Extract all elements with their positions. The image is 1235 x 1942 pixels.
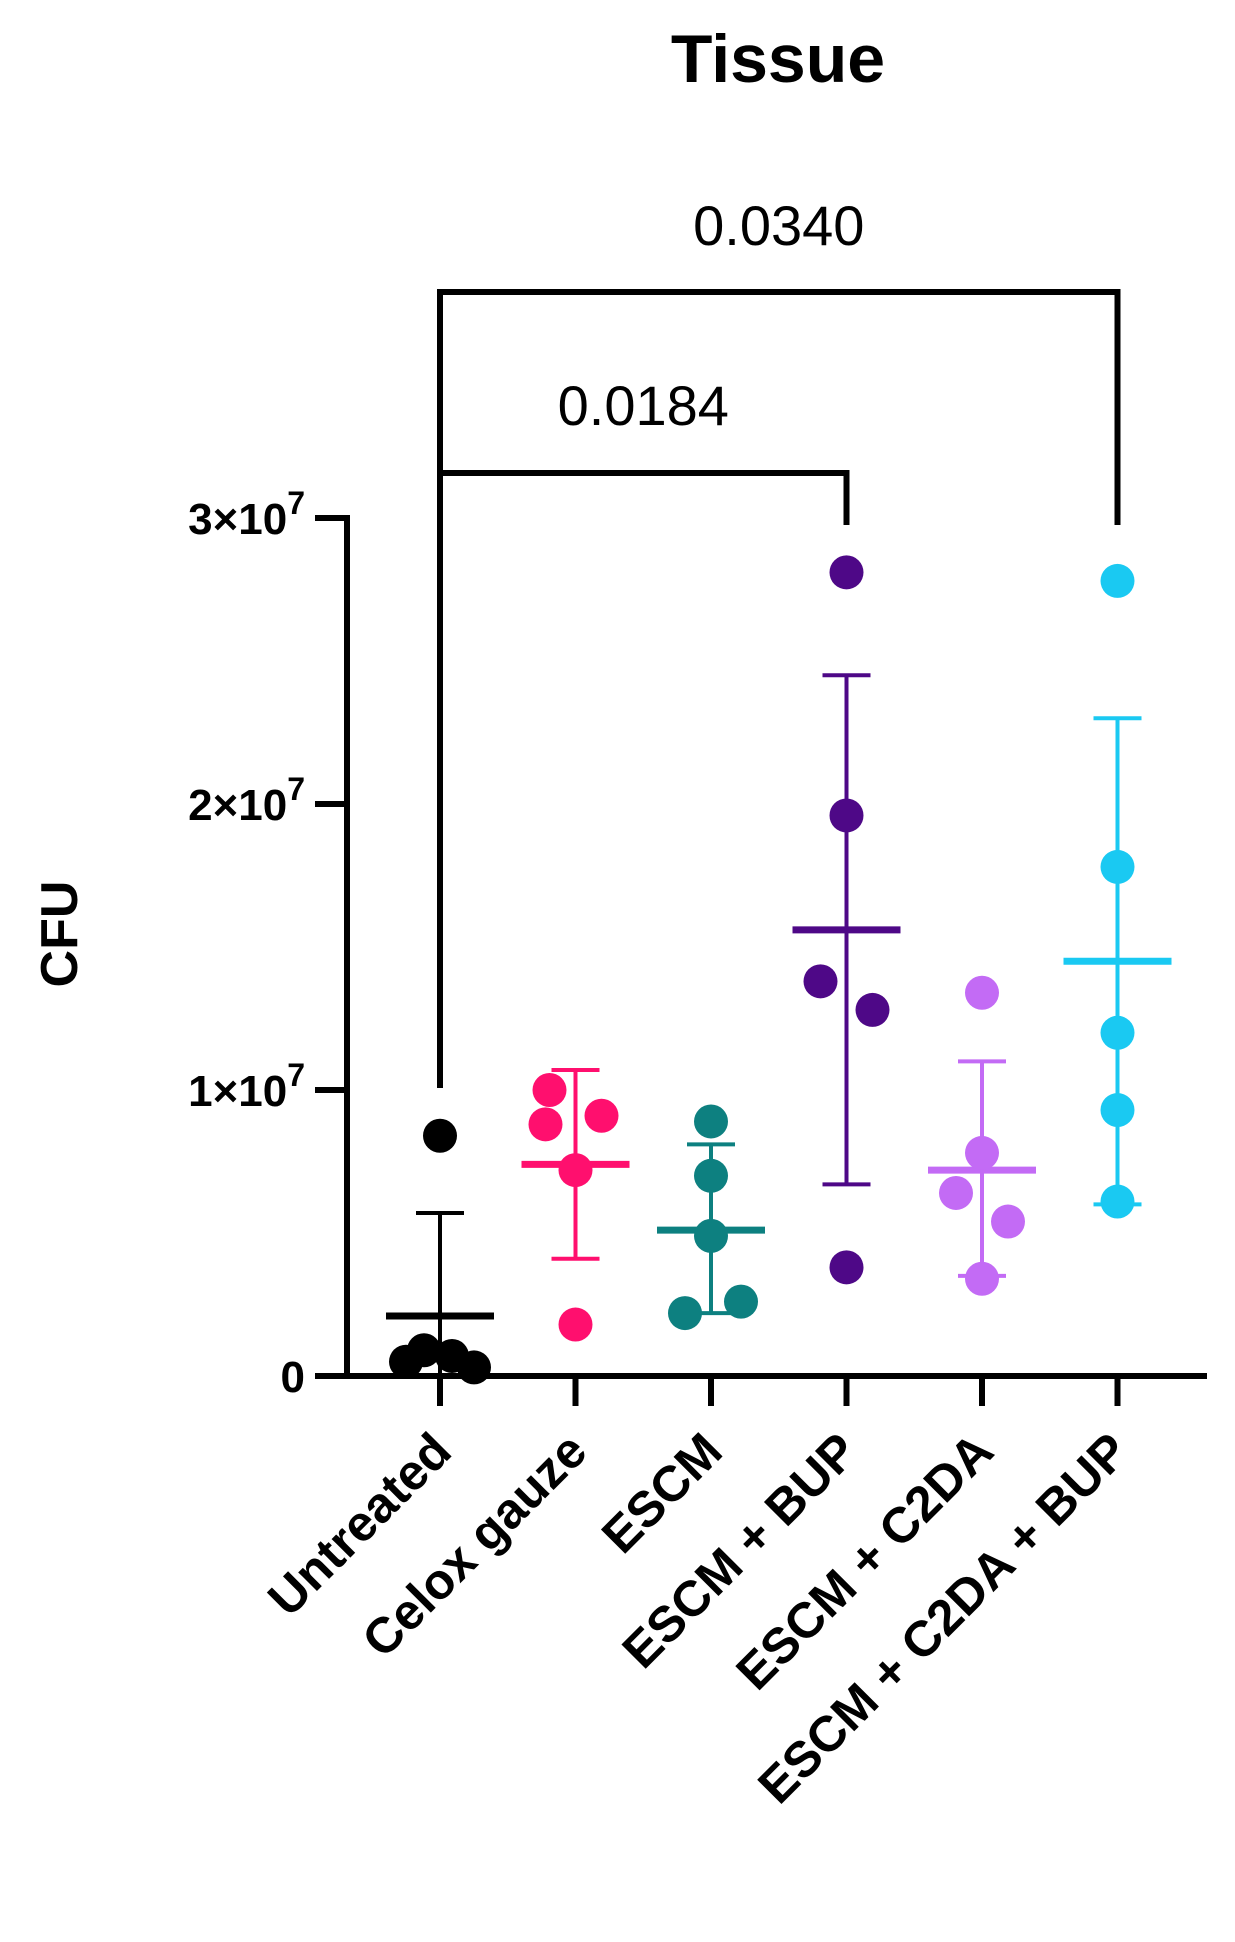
y-tick-exponent: 7 (287, 771, 305, 807)
data-point (829, 555, 864, 590)
p-value-label: 0.0340 (693, 194, 864, 257)
data-point (991, 1204, 1025, 1239)
y-tick-exponent: 7 (287, 1057, 305, 1093)
y-tick-mantissa: 3×10 (188, 495, 287, 544)
y-axis-label: CFU (31, 881, 89, 988)
data-point (939, 1175, 973, 1210)
data-points (389, 555, 1135, 1385)
data-point (829, 1250, 864, 1285)
y-tick-mantissa: 1×10 (188, 1067, 287, 1116)
data-point (1100, 1015, 1135, 1050)
error-bars (386, 673, 1172, 1378)
data-point (829, 798, 864, 833)
chart-title: Tissue (671, 21, 885, 97)
data-point (694, 1158, 728, 1193)
data-point (694, 1104, 728, 1139)
data-point (965, 1135, 999, 1170)
y-tick-label: 1×107 (188, 1057, 305, 1116)
data-point (389, 1344, 423, 1379)
data-point (1100, 849, 1135, 884)
y-tick-label: 3×107 (188, 485, 305, 544)
y-tick-mantissa: 0 (281, 1353, 305, 1402)
data-point (668, 1296, 702, 1331)
x-tick-label: ESCM + BUP (612, 1422, 869, 1679)
data-point (423, 1118, 457, 1153)
p-value-label: 0.0184 (558, 374, 729, 437)
data-point (724, 1284, 758, 1319)
significance-brackets: 0.0184 0.0340 (437, 194, 1121, 1088)
y-tick-label: 2×107 (188, 771, 305, 830)
y-tick-exponent: 7 (287, 485, 305, 521)
data-point (558, 1307, 593, 1342)
significance-bracket (437, 289, 1121, 525)
data-point (457, 1350, 491, 1385)
data-point (558, 1153, 593, 1188)
data-point (532, 1073, 567, 1107)
y-tick-label: 0 (281, 1353, 305, 1402)
y-tick-mantissa: 2×10 (188, 781, 287, 830)
data-point (1100, 563, 1135, 598)
data-point (694, 1218, 728, 1253)
data-point (528, 1107, 563, 1142)
data-point (1100, 1093, 1135, 1128)
data-point (965, 1261, 999, 1296)
data-point (1100, 1184, 1135, 1219)
data-point (584, 1098, 619, 1133)
data-point (965, 975, 999, 1010)
significance-bracket (437, 426, 850, 525)
data-point (803, 964, 838, 999)
data-point (855, 992, 890, 1027)
